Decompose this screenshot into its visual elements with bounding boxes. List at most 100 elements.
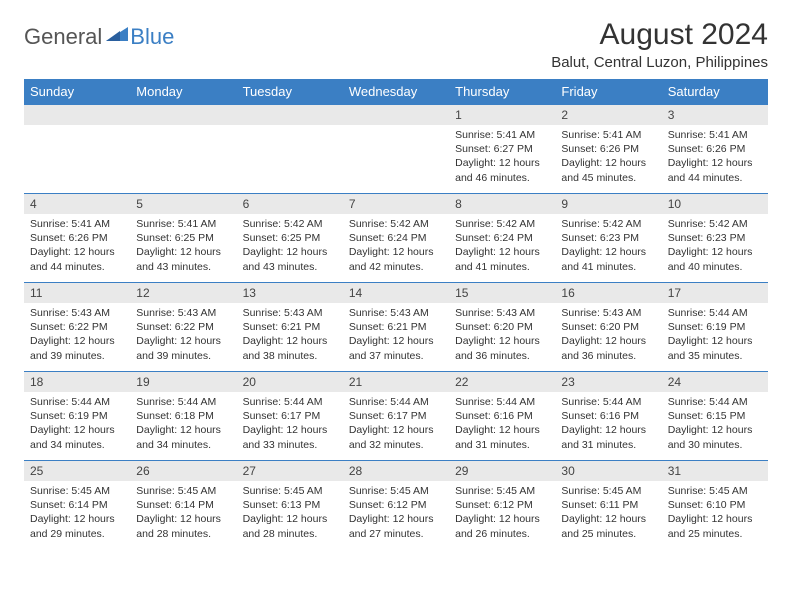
day-number: 25 xyxy=(24,461,130,481)
sunrise-text: Sunrise: 5:44 AM xyxy=(136,395,230,409)
sunrise-text: Sunrise: 5:44 AM xyxy=(561,395,655,409)
daylight-text: Daylight: 12 hours and 31 minutes. xyxy=(455,423,549,451)
logo-text-blue: Blue xyxy=(130,24,174,50)
daylight-text: Daylight: 12 hours and 44 minutes. xyxy=(30,245,124,273)
day-body: Sunrise: 5:44 AMSunset: 6:17 PMDaylight:… xyxy=(237,392,343,460)
month-title: August 2024 xyxy=(551,18,768,52)
day-cell: 12Sunrise: 5:43 AMSunset: 6:22 PMDayligh… xyxy=(130,283,236,372)
day-cell xyxy=(343,105,449,194)
sunrise-text: Sunrise: 5:44 AM xyxy=(30,395,124,409)
sunrise-text: Sunrise: 5:45 AM xyxy=(30,484,124,498)
day-body: Sunrise: 5:44 AMSunset: 6:18 PMDaylight:… xyxy=(130,392,236,460)
day-header: Thursday xyxy=(449,79,555,105)
daylight-text: Daylight: 12 hours and 32 minutes. xyxy=(349,423,443,451)
daylight-text: Daylight: 12 hours and 34 minutes. xyxy=(136,423,230,451)
day-cell xyxy=(24,105,130,194)
day-body: Sunrise: 5:44 AMSunset: 6:17 PMDaylight:… xyxy=(343,392,449,460)
day-body: Sunrise: 5:45 AMSunset: 6:14 PMDaylight:… xyxy=(24,481,130,549)
day-cell: 5Sunrise: 5:41 AMSunset: 6:25 PMDaylight… xyxy=(130,194,236,283)
location-text: Balut, Central Luzon, Philippines xyxy=(551,54,768,71)
day-number: 7 xyxy=(343,194,449,214)
day-cell: 15Sunrise: 5:43 AMSunset: 6:20 PMDayligh… xyxy=(449,283,555,372)
daylight-text: Daylight: 12 hours and 30 minutes. xyxy=(668,423,762,451)
sunrise-text: Sunrise: 5:43 AM xyxy=(136,306,230,320)
day-body: Sunrise: 5:42 AMSunset: 6:23 PMDaylight:… xyxy=(662,214,768,282)
daylight-text: Daylight: 12 hours and 43 minutes. xyxy=(136,245,230,273)
sunset-text: Sunset: 6:11 PM xyxy=(561,498,655,512)
day-number xyxy=(343,105,449,125)
daylight-text: Daylight: 12 hours and 36 minutes. xyxy=(455,334,549,362)
day-cell: 7Sunrise: 5:42 AMSunset: 6:24 PMDaylight… xyxy=(343,194,449,283)
day-number: 30 xyxy=(555,461,661,481)
sunrise-text: Sunrise: 5:41 AM xyxy=(136,217,230,231)
day-number: 17 xyxy=(662,283,768,303)
daylight-text: Daylight: 12 hours and 36 minutes. xyxy=(561,334,655,362)
day-number: 1 xyxy=(449,105,555,125)
sunrise-text: Sunrise: 5:41 AM xyxy=(455,128,549,142)
day-cell: 23Sunrise: 5:44 AMSunset: 6:16 PMDayligh… xyxy=(555,372,661,461)
day-cell: 20Sunrise: 5:44 AMSunset: 6:17 PMDayligh… xyxy=(237,372,343,461)
day-number: 23 xyxy=(555,372,661,392)
day-body: Sunrise: 5:43 AMSunset: 6:21 PMDaylight:… xyxy=(237,303,343,371)
sunset-text: Sunset: 6:12 PM xyxy=(349,498,443,512)
sunrise-text: Sunrise: 5:45 AM xyxy=(455,484,549,498)
day-body xyxy=(130,125,236,193)
daylight-text: Daylight: 12 hours and 28 minutes. xyxy=(136,512,230,540)
sunrise-text: Sunrise: 5:44 AM xyxy=(243,395,337,409)
sunrise-text: Sunrise: 5:44 AM xyxy=(668,395,762,409)
sunset-text: Sunset: 6:25 PM xyxy=(243,231,337,245)
sunrise-text: Sunrise: 5:42 AM xyxy=(349,217,443,231)
sunset-text: Sunset: 6:16 PM xyxy=(455,409,549,423)
day-body: Sunrise: 5:45 AMSunset: 6:11 PMDaylight:… xyxy=(555,481,661,549)
sunset-text: Sunset: 6:25 PM xyxy=(136,231,230,245)
daylight-text: Daylight: 12 hours and 39 minutes. xyxy=(136,334,230,362)
day-header: Saturday xyxy=(662,79,768,105)
day-number: 20 xyxy=(237,372,343,392)
sunset-text: Sunset: 6:26 PM xyxy=(668,142,762,156)
day-cell: 6Sunrise: 5:42 AMSunset: 6:25 PMDaylight… xyxy=(237,194,343,283)
daylight-text: Daylight: 12 hours and 25 minutes. xyxy=(561,512,655,540)
day-number: 24 xyxy=(662,372,768,392)
daylight-text: Daylight: 12 hours and 38 minutes. xyxy=(243,334,337,362)
sunrise-text: Sunrise: 5:45 AM xyxy=(349,484,443,498)
day-cell: 31Sunrise: 5:45 AMSunset: 6:10 PMDayligh… xyxy=(662,461,768,550)
day-cell: 21Sunrise: 5:44 AMSunset: 6:17 PMDayligh… xyxy=(343,372,449,461)
day-body: Sunrise: 5:42 AMSunset: 6:24 PMDaylight:… xyxy=(449,214,555,282)
day-number xyxy=(237,105,343,125)
day-cell: 16Sunrise: 5:43 AMSunset: 6:20 PMDayligh… xyxy=(555,283,661,372)
sunrise-text: Sunrise: 5:44 AM xyxy=(455,395,549,409)
daylight-text: Daylight: 12 hours and 28 minutes. xyxy=(243,512,337,540)
sunset-text: Sunset: 6:21 PM xyxy=(243,320,337,334)
daylight-text: Daylight: 12 hours and 42 minutes. xyxy=(349,245,443,273)
day-number xyxy=(24,105,130,125)
week-row: 11Sunrise: 5:43 AMSunset: 6:22 PMDayligh… xyxy=(24,283,768,372)
day-cell: 11Sunrise: 5:43 AMSunset: 6:22 PMDayligh… xyxy=(24,283,130,372)
logo: General Blue xyxy=(24,18,174,50)
day-cell: 26Sunrise: 5:45 AMSunset: 6:14 PMDayligh… xyxy=(130,461,236,550)
sunrise-text: Sunrise: 5:43 AM xyxy=(455,306,549,320)
day-number: 10 xyxy=(662,194,768,214)
day-cell: 3Sunrise: 5:41 AMSunset: 6:26 PMDaylight… xyxy=(662,105,768,194)
day-number: 9 xyxy=(555,194,661,214)
daylight-text: Daylight: 12 hours and 37 minutes. xyxy=(349,334,443,362)
day-body: Sunrise: 5:41 AMSunset: 6:26 PMDaylight:… xyxy=(662,125,768,193)
day-header: Sunday xyxy=(24,79,130,105)
day-number: 6 xyxy=(237,194,343,214)
daylight-text: Daylight: 12 hours and 46 minutes. xyxy=(455,156,549,184)
sunrise-text: Sunrise: 5:44 AM xyxy=(349,395,443,409)
day-number: 18 xyxy=(24,372,130,392)
daylight-text: Daylight: 12 hours and 41 minutes. xyxy=(455,245,549,273)
day-number: 11 xyxy=(24,283,130,303)
sunset-text: Sunset: 6:14 PM xyxy=(30,498,124,512)
week-row: 18Sunrise: 5:44 AMSunset: 6:19 PMDayligh… xyxy=(24,372,768,461)
day-cell: 10Sunrise: 5:42 AMSunset: 6:23 PMDayligh… xyxy=(662,194,768,283)
day-body: Sunrise: 5:41 AMSunset: 6:26 PMDaylight:… xyxy=(24,214,130,282)
sunset-text: Sunset: 6:26 PM xyxy=(30,231,124,245)
day-number: 2 xyxy=(555,105,661,125)
day-number: 26 xyxy=(130,461,236,481)
sunset-text: Sunset: 6:10 PM xyxy=(668,498,762,512)
day-cell: 27Sunrise: 5:45 AMSunset: 6:13 PMDayligh… xyxy=(237,461,343,550)
header: General Blue August 2024 Balut, Central … xyxy=(24,18,768,71)
day-cell: 14Sunrise: 5:43 AMSunset: 6:21 PMDayligh… xyxy=(343,283,449,372)
day-body: Sunrise: 5:43 AMSunset: 6:21 PMDaylight:… xyxy=(343,303,449,371)
